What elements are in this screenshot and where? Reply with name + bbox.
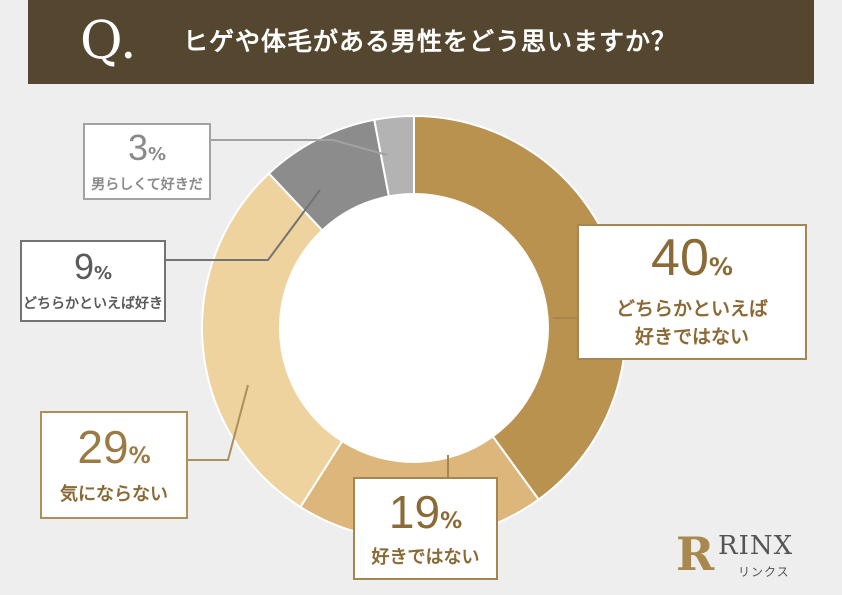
percent-sign: % <box>440 508 463 534</box>
slice-label: 好きではない <box>371 546 480 568</box>
label-box-19: 19% 好きではない <box>353 477 498 580</box>
slice-label: どちらかといえば好き <box>23 296 163 312</box>
percent-sign: % <box>708 253 733 282</box>
leader-line-29 <box>188 384 249 461</box>
percent-value: 29 <box>77 421 129 473</box>
percent-sign: % <box>128 444 151 469</box>
header-bar: Q. ヒゲや体毛がある男性をどう思いますか？ <box>28 0 814 84</box>
slice-label: 気にならない <box>60 484 168 505</box>
rinx-logo: R RINX リンクス <box>676 527 816 581</box>
percent-value: 9 <box>73 246 94 287</box>
logo-kana: リンクス <box>738 565 790 579</box>
slice-label: どちらかといえば 好きではない <box>615 298 768 348</box>
logo-badge: R <box>676 527 715 581</box>
percent-sign: % <box>147 143 167 165</box>
leader-line-9 <box>166 189 321 261</box>
label-box-29: 29% 気にならない <box>40 411 188 519</box>
slice-label: 男らしくて好きだ <box>91 176 203 193</box>
question-text: ヒゲや体毛がある男性をどう思いますか？ <box>183 27 678 56</box>
percent-value: 3 <box>127 126 148 168</box>
percent-value: 40 <box>651 229 709 288</box>
percent-sign: % <box>93 263 113 284</box>
label-box-40: 40% どちらかといえば 好きではない <box>577 224 807 360</box>
leader-line-3 <box>211 139 388 156</box>
logo-name: RINX <box>718 531 794 561</box>
question-mark: Q. <box>80 11 137 71</box>
percent-value: 19 <box>388 485 441 538</box>
donut-hole <box>280 194 548 462</box>
label-box-3: 3% 男らしくて好きだ <box>83 123 211 200</box>
label-box-9: 9% どちらかといえば好き <box>20 240 166 322</box>
